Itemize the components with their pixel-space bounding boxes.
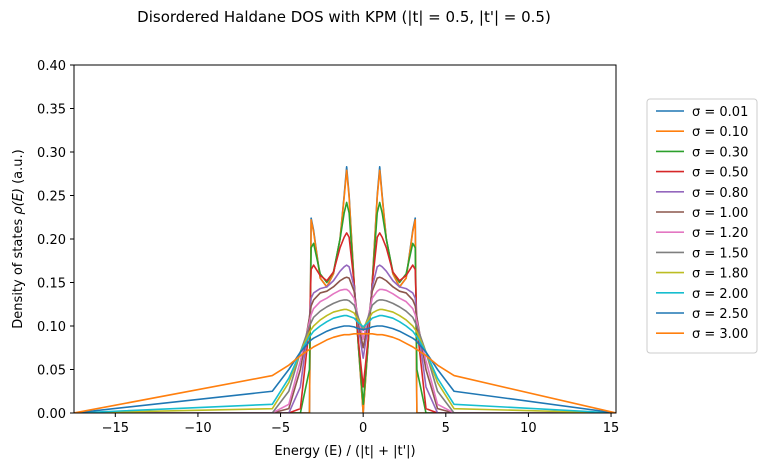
- series-line-9: [74, 308, 616, 413]
- y-tick-label: 0.15: [37, 277, 66, 292]
- y-tick-label: 0.30: [37, 146, 66, 161]
- legend-label-2: σ = 0.10: [692, 125, 748, 140]
- series-layer: [74, 165, 616, 413]
- series-line-6: [74, 276, 616, 413]
- legend-label-8: σ = 1.50: [692, 246, 748, 261]
- series-line-8: [74, 299, 616, 413]
- x-tick-label: 15: [603, 421, 620, 436]
- x-tick-label: −10: [184, 421, 211, 436]
- y-tick-label: 0.00: [37, 407, 66, 422]
- legend-label-9: σ = 1.80: [692, 267, 748, 282]
- x-tick-label: 10: [520, 421, 537, 436]
- y-tick-label: 0.40: [37, 59, 66, 74]
- legend-label-7: σ = 1.20: [692, 226, 748, 241]
- series-line-2: [74, 169, 616, 413]
- legend-label-4: σ = 0.50: [692, 166, 748, 181]
- y-tick-label: 0.25: [37, 190, 66, 205]
- legend-frame: [646, 98, 758, 354]
- y-axis-label: Density of states ρ(E) (a.u.): [11, 149, 26, 328]
- x-axis-label: Energy (E) / (|t| + |t'|): [274, 444, 415, 459]
- x-tick-label: −5: [271, 421, 290, 436]
- y-axis-label-prefix: Density of states: [11, 215, 26, 329]
- series-line-10: [74, 314, 616, 413]
- legend-label-5: σ = 0.80: [692, 186, 748, 201]
- series-line-11: [74, 325, 616, 413]
- series-line-4: [74, 232, 616, 413]
- legend-label-3: σ = 0.30: [692, 145, 748, 160]
- y-tick-label: 0.20: [37, 233, 66, 248]
- y-tick-label: 0.10: [37, 320, 66, 335]
- x-axis: −15 −10 −5 0 5 10 15: [102, 413, 620, 436]
- series-line-3: [74, 201, 616, 413]
- chart-title: Disordered Haldane DOS with KPM (|t| = 0…: [137, 8, 551, 26]
- y-axis-label-suffix: (a.u.): [11, 149, 26, 188]
- series-line-12: [74, 333, 616, 413]
- y-tick-label: 0.35: [37, 103, 66, 118]
- legend-label-12: σ = 3.00: [692, 327, 748, 342]
- x-tick-label: 0: [359, 421, 367, 436]
- legend-label-10: σ = 2.00: [692, 287, 748, 302]
- x-tick-label: −15: [102, 421, 129, 436]
- y-axis-label-math: ρ(E): [11, 188, 26, 215]
- x-tick-label: 5: [442, 421, 450, 436]
- series-line-7: [74, 288, 616, 413]
- legend: σ = 0.01 σ = 0.10 σ = 0.30 σ = 0.50 σ = 0.80…: [646, 98, 758, 354]
- y-axis: 0.00 0.05 0.10 0.15 0.20 0.25 0.30 0.35 0.40: [37, 59, 74, 422]
- legend-label-11: σ = 2.50: [692, 307, 748, 322]
- series-line-5: [74, 264, 616, 413]
- legend-label-1: σ = 0.01: [692, 105, 748, 120]
- y-tick-label: 0.05: [37, 364, 66, 379]
- legend-label-6: σ = 1.00: [692, 206, 748, 221]
